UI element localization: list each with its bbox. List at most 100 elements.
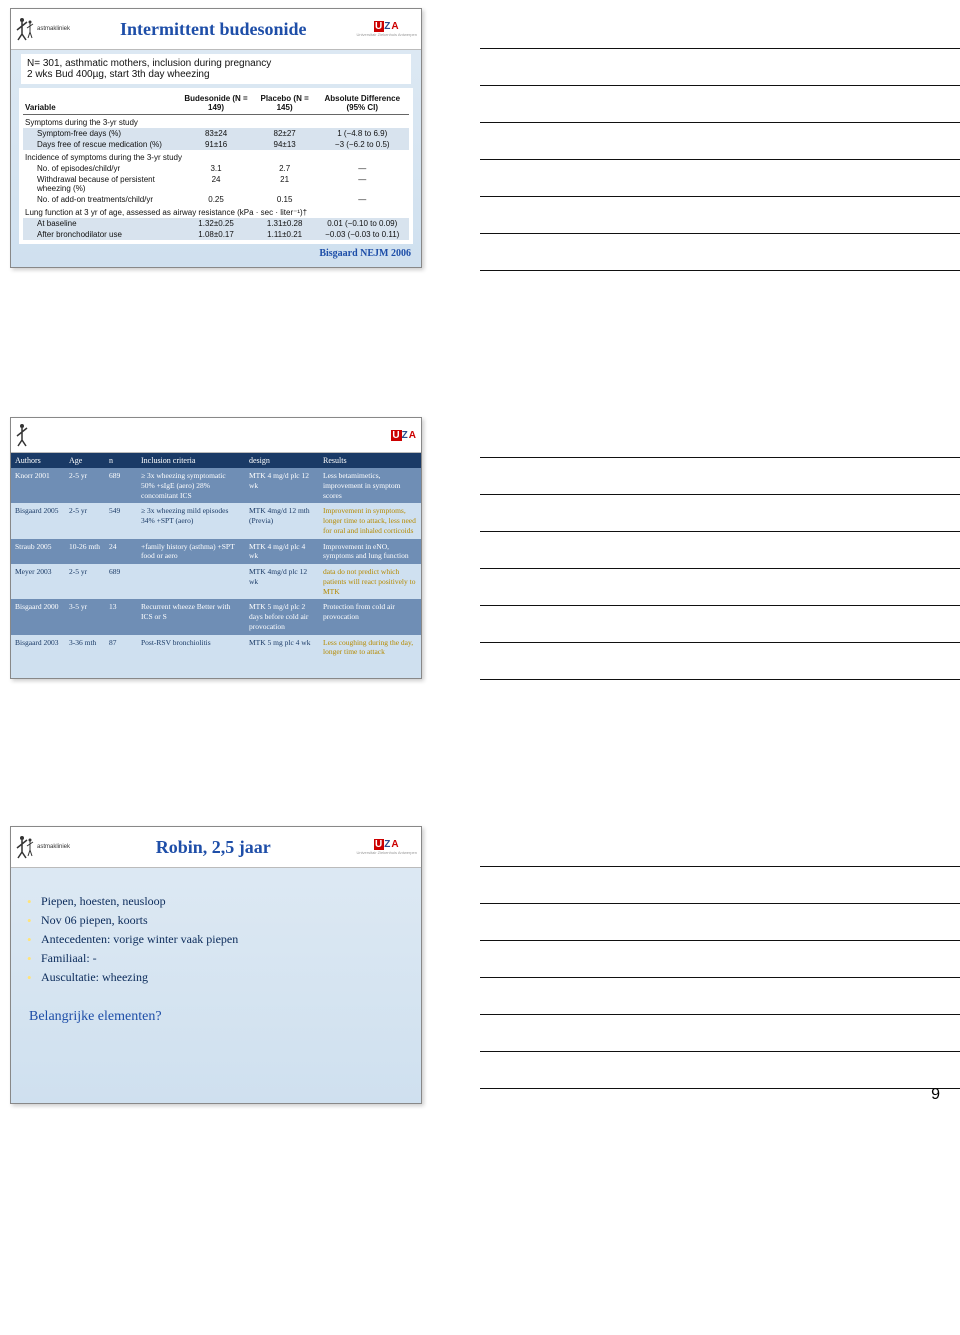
slide-3: astmakliniek Robin, 2,5 jaar UZAUniversi… [10, 826, 422, 1104]
cell: ≥ 3x wheezing symptomatic 50% +sIgE (aer… [137, 468, 245, 503]
note-line [480, 577, 960, 606]
logo-uza: UZAUniversitair Ziekenhuis Antwerpen [357, 839, 417, 855]
th: Authors [11, 453, 65, 468]
bullet-item: Antecedenten: vorige winter vaak piepen [41, 932, 401, 947]
citation: Bisgaard NEJM 2006 [11, 248, 411, 259]
cell: 689 [105, 564, 137, 599]
cell: Bisgaard 2000 [11, 599, 65, 634]
logo-caption: astmakliniek [37, 26, 70, 32]
cell: 689 [105, 468, 137, 503]
th: Absolute Difference (95% CI) [315, 92, 409, 115]
cell: ≥ 3x wheezing mild episodes 34% +SPT (ae… [137, 503, 245, 538]
cell: 1.32±0.25 [178, 218, 253, 229]
cell: Improvement in eNO, symptoms and lung fu… [319, 539, 421, 565]
cell: — [315, 174, 409, 194]
cell: 91±16 [178, 139, 253, 150]
cell: 1.31±0.28 [254, 218, 316, 229]
cell: 549 [105, 503, 137, 538]
cell: 83±24 [178, 128, 253, 139]
logo-astmakliniek: astmakliniek [15, 16, 70, 42]
cell: −3 (−6.2 to 0.5) [315, 139, 409, 150]
th: Variable [23, 92, 178, 115]
cell: Meyer 2003 [11, 564, 65, 599]
cell: 3-36 mth [65, 635, 105, 661]
slide-1: astmakliniek Intermittent budesonide UUZ… [10, 8, 422, 268]
logo-astmakliniek: astmakliniek [15, 834, 70, 860]
cell: +family history (asthma) +SPT food or ae… [137, 539, 245, 565]
cell: 1.11±0.21 [254, 229, 316, 240]
cell: 2-5 yr [65, 468, 105, 503]
cell: 1 (−4.8 to 6.9) [315, 128, 409, 139]
note-line [480, 205, 960, 234]
bullet-item: Nov 06 piepen, koorts [41, 913, 401, 928]
note-line [480, 503, 960, 532]
cell: Post-RSV bronchiolitis [137, 635, 245, 661]
cell: Less betamimetics, improvement in sympto… [319, 468, 421, 503]
th: Results [319, 453, 421, 468]
cell: Days free of rescue medication (%) [23, 139, 178, 150]
cell: MTK 4mg/d plc 12 wk [245, 564, 319, 599]
cell: 13 [105, 599, 137, 634]
cell: 3.1 [178, 163, 253, 174]
section-heading: Incidence of symptoms during the 3-yr st… [23, 150, 409, 163]
th: Budesonide (N = 149) [178, 92, 253, 115]
cell: 24 [105, 539, 137, 565]
cell: Withdrawal because of persistent wheezin… [23, 174, 178, 194]
bullet-item: Piepen, hoesten, neusloop [41, 894, 401, 909]
cell: MTK 5 mg/d plc 2 days before cold air pr… [245, 599, 319, 634]
cell: 1.08±0.17 [178, 229, 253, 240]
cell: MTK 5 mg plc 4 wk [245, 635, 319, 661]
logo-uza: UUZAZA Universitair Ziekenhuis Antwerpen [357, 21, 417, 37]
cell: Knorr 2001 [11, 468, 65, 503]
note-line [480, 429, 960, 458]
bullet-item: Familiaal: - [41, 951, 401, 966]
th: Age [65, 453, 105, 468]
cell: 82±27 [254, 128, 316, 139]
note-line [480, 949, 960, 978]
slide-header: astmakliniek Robin, 2,5 jaar UZAUniversi… [11, 827, 421, 868]
cell: Recurrent wheeze Better with ICS or S [137, 599, 245, 634]
cell: 24 [178, 174, 253, 194]
cell: — [315, 163, 409, 174]
cell: 3-5 yr [65, 599, 105, 634]
page-number: 9 [931, 1086, 940, 1104]
cell: MTK 4 mg/d plc 12 wk [245, 468, 319, 503]
slide-header: astmakliniek Intermittent budesonide UUZ… [11, 9, 421, 50]
cell: 2-5 yr [65, 503, 105, 538]
cell: No. of add-on treatments/child/yr [23, 194, 178, 205]
note-line [480, 466, 960, 495]
cell: 87 [105, 635, 137, 661]
cell: At baseline [23, 218, 178, 229]
note-line [480, 168, 960, 197]
section-heading: Lung function at 3 yr of age, assessed a… [23, 205, 409, 218]
logo-caption: astmakliniek [37, 844, 70, 850]
cell: 94±13 [254, 139, 316, 150]
cell: 0.25 [178, 194, 253, 205]
cell: data do not predict which patients will … [319, 564, 421, 599]
note-line [480, 57, 960, 86]
notes-area-1 [440, 0, 960, 279]
bullet-item: Auscultatie: wheezing [41, 970, 401, 985]
th: Placebo (N = 145) [254, 92, 316, 115]
note-line [480, 912, 960, 941]
note-line [480, 242, 960, 271]
cell: Symptom-free days (%) [23, 128, 178, 139]
cell: −0.03 (−0.03 to 0.11) [315, 229, 409, 240]
notes-area-3 [440, 818, 960, 1097]
note-line [480, 20, 960, 49]
cell [137, 564, 245, 599]
sub-line-2: 2 wks Bud 400µg, start 3th day wheezing [27, 69, 405, 80]
th: design [245, 453, 319, 468]
bullet-list: Piepen, hoesten, neusloop Nov 06 piepen, … [11, 880, 421, 993]
cell: MTK 4 mg/d plc 4 wk [245, 539, 319, 565]
note-line [480, 1060, 960, 1089]
cell: 2-5 yr [65, 564, 105, 599]
note-line [480, 651, 960, 680]
subtitle-box: N= 301, asthmatic mothers, inclusion dur… [21, 54, 411, 84]
note-line [480, 986, 960, 1015]
cell: — [315, 194, 409, 205]
notes-area-2 [440, 409, 960, 688]
note-line [480, 1023, 960, 1052]
study-table: Authors Age n Inclusion criteria design … [11, 453, 421, 660]
slide-header: UZA [11, 418, 421, 453]
